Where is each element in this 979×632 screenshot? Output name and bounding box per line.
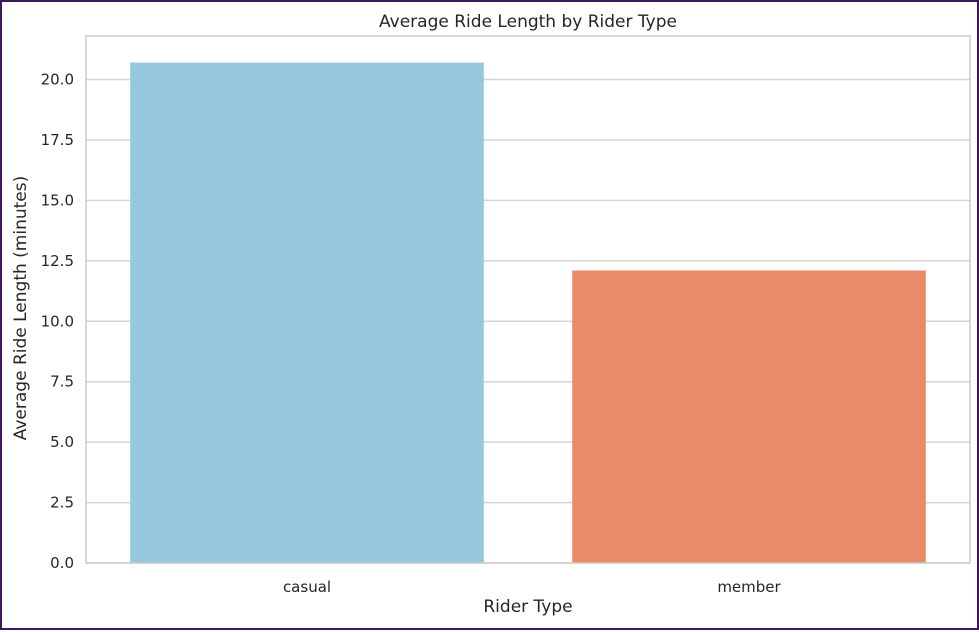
y-tick-label: 12.5 [41,252,74,270]
chart-title: Average Ride Length by Rider Type [379,12,677,32]
bar-member [572,270,926,563]
y-tick-label: 10.0 [41,312,74,330]
y-tick-label: 15.0 [41,191,74,209]
y-tick-label: 7.5 [50,373,74,391]
x-tick-label-member: member [717,578,781,596]
plot-area-frame [85,35,971,564]
y-axis-label: Average Ride Length (minutes) [11,176,31,441]
x-axis-label: Rider Type [483,597,572,617]
y-tick-label: 0.0 [50,554,74,572]
y-tick-label: 17.5 [41,131,74,149]
x-tick-label-casual: casual [283,578,331,596]
y-tick-label: 2.5 [50,494,74,512]
y-tick-label: 20.0 [41,71,74,89]
bar-casual [130,62,484,564]
y-tick-label: 5.0 [50,433,74,451]
